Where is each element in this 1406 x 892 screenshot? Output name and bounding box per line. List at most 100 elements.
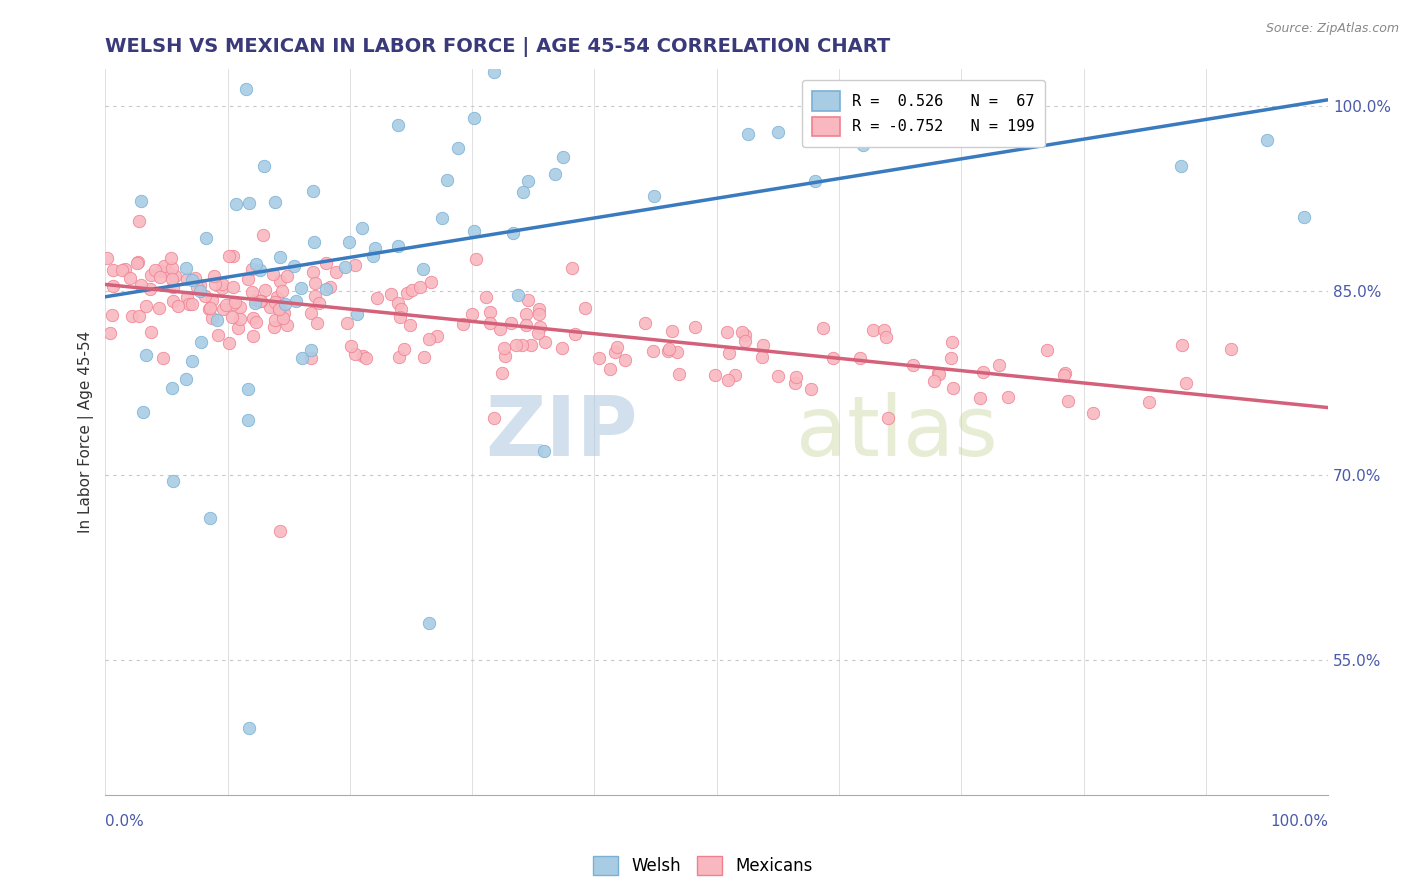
Point xyxy=(226,321,249,335)
Point xyxy=(661,324,683,338)
Point xyxy=(96,251,118,265)
Point xyxy=(508,288,530,302)
Point xyxy=(269,274,291,288)
Point xyxy=(533,335,555,350)
Point xyxy=(121,309,143,323)
Point xyxy=(267,302,290,317)
Point xyxy=(336,316,359,330)
Point xyxy=(285,293,308,308)
Point xyxy=(150,264,173,278)
Point xyxy=(131,405,153,419)
Point xyxy=(228,311,250,326)
Point xyxy=(704,368,727,382)
Point xyxy=(1057,394,1080,409)
Point xyxy=(821,351,844,365)
Point xyxy=(1036,343,1059,357)
Point xyxy=(160,271,183,285)
Point xyxy=(658,342,681,356)
Point xyxy=(451,317,474,331)
Point xyxy=(997,390,1019,404)
Point xyxy=(716,326,738,340)
Point xyxy=(264,313,287,327)
Point xyxy=(249,263,271,277)
Point xyxy=(162,279,184,293)
Point xyxy=(502,227,524,241)
Point xyxy=(101,263,124,277)
Point xyxy=(222,249,245,263)
Point xyxy=(245,257,267,271)
Point xyxy=(266,290,288,304)
Point xyxy=(120,271,142,285)
Point xyxy=(1292,210,1315,224)
Point xyxy=(302,184,325,198)
Point xyxy=(238,195,260,210)
Point xyxy=(135,348,157,362)
Point xyxy=(420,275,443,289)
Point xyxy=(463,111,485,125)
Point xyxy=(392,342,415,356)
Point xyxy=(111,262,134,277)
Point xyxy=(240,261,263,276)
Point xyxy=(264,195,287,210)
Point xyxy=(204,277,226,292)
Point xyxy=(222,280,245,294)
Point xyxy=(235,82,257,96)
Point xyxy=(205,312,228,326)
Text: 100.0%: 100.0% xyxy=(1270,814,1329,829)
Point xyxy=(195,231,218,245)
Point xyxy=(491,367,513,381)
Point xyxy=(852,137,875,152)
Point xyxy=(988,358,1011,372)
Point xyxy=(387,295,409,310)
Point xyxy=(527,308,550,322)
Point xyxy=(176,272,198,286)
Point xyxy=(574,301,596,315)
Point xyxy=(221,310,243,325)
Point xyxy=(1256,133,1278,147)
Point xyxy=(160,252,183,266)
Point xyxy=(304,289,326,303)
Point xyxy=(641,343,664,358)
Point xyxy=(766,125,789,139)
Point xyxy=(1170,159,1192,173)
Point xyxy=(276,268,298,283)
Point xyxy=(308,296,330,310)
Point xyxy=(263,320,285,334)
Point xyxy=(211,302,233,317)
Text: Source: ZipAtlas.com: Source: ZipAtlas.com xyxy=(1265,22,1399,36)
Point xyxy=(928,368,950,382)
Point xyxy=(505,338,527,352)
Point xyxy=(515,307,537,321)
Point xyxy=(304,235,326,250)
Point xyxy=(188,284,211,298)
Point xyxy=(186,280,208,294)
Point xyxy=(606,340,628,354)
Point xyxy=(510,338,533,352)
Point xyxy=(174,372,197,386)
Point xyxy=(389,310,412,325)
Point xyxy=(238,721,260,735)
Point xyxy=(299,351,322,365)
Point xyxy=(176,290,198,304)
Point xyxy=(222,296,245,310)
Point xyxy=(238,272,260,286)
Point xyxy=(413,350,436,364)
Point xyxy=(153,260,176,274)
Point xyxy=(98,326,121,340)
Point xyxy=(177,297,200,311)
Point xyxy=(352,349,374,363)
Point xyxy=(148,301,170,315)
Point xyxy=(972,365,994,379)
Point xyxy=(657,343,679,358)
Point xyxy=(387,118,409,132)
Point xyxy=(475,290,498,304)
Point xyxy=(564,327,586,342)
Point xyxy=(128,214,150,228)
Point xyxy=(1170,337,1192,351)
Point xyxy=(478,305,501,319)
Point xyxy=(307,316,329,330)
Point xyxy=(141,325,163,339)
Point xyxy=(225,197,247,211)
Point xyxy=(479,316,502,330)
Point xyxy=(253,159,276,173)
